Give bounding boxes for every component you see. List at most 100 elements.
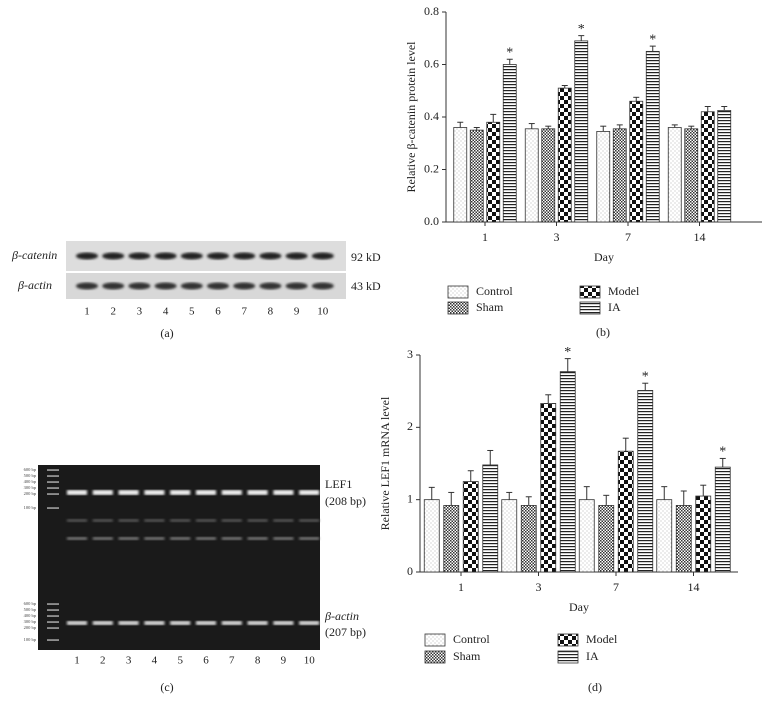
blot-band [154, 282, 177, 290]
gel-band [196, 537, 216, 540]
ladder-label: 600 bp [24, 601, 37, 606]
gel-band [170, 519, 191, 522]
x-tick-label: 3 [536, 580, 542, 594]
significance: * [719, 445, 726, 460]
lane-label: 10 [304, 655, 316, 667]
blot-band [128, 282, 151, 290]
lane-label: 7 [241, 306, 247, 318]
legend-swatch [424, 650, 446, 664]
legend-swatch [579, 285, 601, 299]
blot-band [207, 252, 229, 260]
bar [520, 505, 537, 573]
y-axis-label: Relative β-catenin protein level [404, 41, 418, 193]
gel-band-label: LEF1 [325, 477, 352, 491]
ladder-band [47, 487, 59, 489]
lane-label: 1 [84, 306, 90, 318]
ladder-band [47, 481, 59, 483]
x-tick-label: 3 [554, 230, 560, 244]
y-tick-label: 0.0 [424, 214, 439, 228]
blot-band [233, 252, 256, 260]
gel-band [170, 537, 191, 540]
gel-band [273, 490, 294, 495]
gel-band [247, 490, 268, 495]
y-tick-label: 0.8 [424, 4, 439, 18]
legend-label: Sham [476, 300, 504, 314]
blot-band [102, 252, 125, 260]
ladder-band [47, 621, 59, 623]
significance: * [578, 22, 585, 37]
blot-band [311, 282, 334, 290]
lane-label: 9 [281, 655, 287, 667]
bar [423, 499, 440, 573]
bar [559, 371, 576, 573]
lane-label: 4 [152, 655, 158, 667]
gel-band [92, 537, 113, 540]
legend-label: Sham [453, 649, 481, 663]
gel-band [299, 537, 320, 540]
gel-band [196, 490, 216, 495]
panel-label: (b) [596, 325, 610, 339]
ladder-band [47, 507, 59, 509]
bar [501, 499, 518, 573]
lane-label: 2 [110, 306, 116, 318]
bar [453, 127, 468, 223]
blot-size: 92 kD [351, 250, 381, 264]
lane-label: 1 [74, 655, 80, 667]
y-tick-label: 0 [407, 564, 413, 578]
x-axis-label: Day [569, 600, 589, 614]
legend-swatch [557, 650, 579, 664]
bar [617, 450, 634, 573]
ladder-label: 600 bp [24, 467, 37, 472]
legend-label: IA [586, 649, 599, 663]
blot-band [154, 252, 177, 260]
bar [524, 128, 539, 223]
gel-band-label: β-actin [324, 609, 359, 623]
bar [675, 505, 692, 573]
gel-band [247, 621, 268, 625]
ladder-label: 100 bp [24, 637, 37, 642]
gel-band [67, 490, 87, 495]
gel-band [247, 537, 268, 540]
blot-band [180, 282, 203, 290]
bar [502, 64, 517, 223]
lane-label: 3 [126, 655, 132, 667]
bar [574, 40, 589, 223]
blot-band [311, 252, 334, 260]
gel-band [92, 519, 113, 522]
ladder-band [47, 609, 59, 611]
ladder-label: 200 bp [24, 491, 37, 496]
gel-band [273, 537, 294, 540]
ladder-label: 300 bp [24, 619, 37, 624]
ladder-band [47, 469, 59, 471]
legend-swatch [447, 285, 469, 299]
bar [695, 495, 712, 573]
bar [482, 464, 499, 573]
legend-label: Model [608, 284, 640, 298]
gel-band [92, 490, 113, 495]
x-tick-label: 14 [688, 580, 700, 594]
panel-label: (a) [160, 326, 173, 340]
gel-band [196, 519, 216, 522]
x-tick-label: 1 [458, 580, 464, 594]
ladder-label: 500 bp [24, 607, 37, 612]
gel-band [144, 537, 165, 540]
gel [38, 465, 320, 650]
gel-band [118, 621, 139, 625]
blot-band [102, 282, 125, 290]
significance: * [506, 45, 513, 60]
blot-row-label: β-catenin [11, 248, 57, 262]
blot-band [233, 282, 256, 290]
bar [541, 128, 556, 223]
bar [596, 131, 611, 223]
ladder-band [47, 627, 59, 629]
x-tick-label: 1 [482, 230, 488, 244]
gel-band-size: (208 bp) [325, 494, 366, 508]
bar [578, 499, 595, 573]
blot-size: 43 kD [351, 279, 381, 293]
bar [612, 128, 627, 223]
bar [667, 127, 682, 223]
x-tick-label: 7 [613, 580, 619, 594]
gel-band [247, 519, 268, 522]
legend-label: Model [586, 632, 618, 646]
bar [717, 110, 732, 223]
